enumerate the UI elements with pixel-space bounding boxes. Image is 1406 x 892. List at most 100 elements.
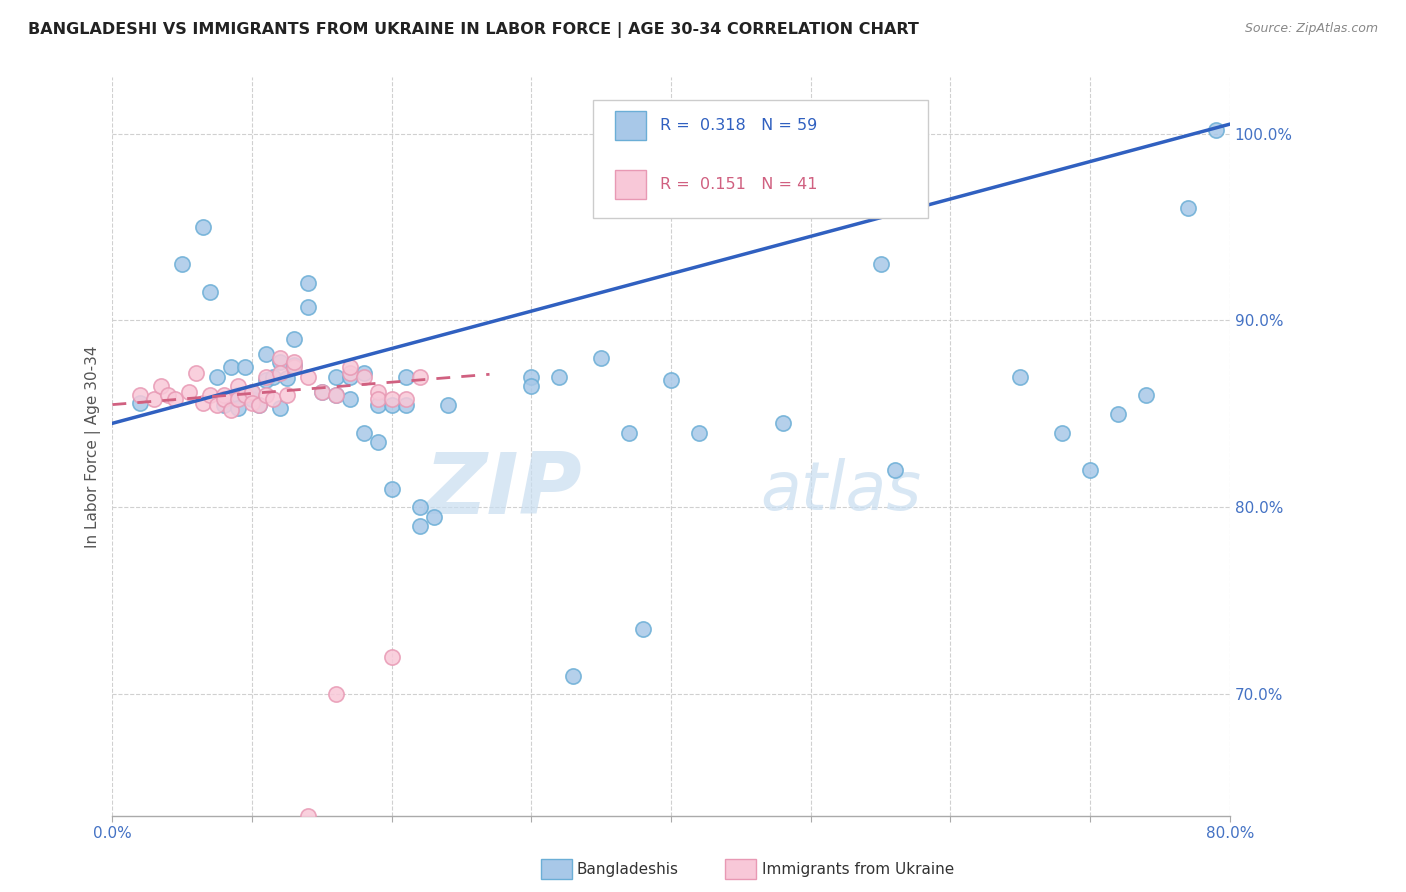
Point <box>254 347 277 361</box>
Point <box>1205 123 1227 137</box>
Point <box>247 398 270 412</box>
Point <box>297 276 319 290</box>
Point <box>198 388 221 402</box>
Y-axis label: In Labor Force | Age 30-34: In Labor Force | Age 30-34 <box>86 345 101 548</box>
Point <box>325 687 347 701</box>
Point <box>297 809 319 823</box>
Point <box>198 285 221 300</box>
Point <box>233 388 256 402</box>
Point <box>408 519 430 533</box>
Point <box>381 392 404 406</box>
Point <box>422 509 444 524</box>
Point <box>772 417 794 431</box>
Point <box>339 392 361 406</box>
Point <box>193 219 215 234</box>
Point <box>1050 425 1073 440</box>
Point <box>205 369 228 384</box>
Point <box>269 401 291 416</box>
Point <box>367 398 389 412</box>
Point <box>562 668 585 682</box>
Point <box>129 388 152 402</box>
Point <box>226 388 249 402</box>
Point <box>1078 463 1101 477</box>
Point <box>408 369 430 384</box>
Point <box>186 366 208 380</box>
Point <box>339 360 361 375</box>
Point <box>520 369 543 384</box>
Bar <box>616 169 647 199</box>
Point <box>395 369 418 384</box>
Point <box>381 650 404 665</box>
Point <box>353 369 375 384</box>
Point <box>1177 202 1199 216</box>
Point <box>395 398 418 412</box>
Point <box>367 384 389 399</box>
Point <box>339 369 361 384</box>
Point <box>1107 407 1129 421</box>
Point <box>226 379 249 393</box>
Text: R =  0.318   N = 59: R = 0.318 N = 59 <box>659 118 817 133</box>
Point <box>1010 369 1032 384</box>
Point <box>212 398 235 412</box>
Bar <box>616 111 647 140</box>
Point <box>283 359 305 373</box>
Point <box>297 369 319 384</box>
Text: Bangladeshis: Bangladeshis <box>576 863 679 877</box>
Point <box>325 388 347 402</box>
Point <box>240 392 263 406</box>
Point <box>226 401 249 416</box>
Point <box>408 500 430 515</box>
Point <box>297 301 319 315</box>
Point <box>283 332 305 346</box>
Point <box>395 392 418 406</box>
Point <box>381 482 404 496</box>
Point <box>179 384 201 399</box>
Point <box>219 360 242 375</box>
Point <box>325 369 347 384</box>
Point <box>219 403 242 417</box>
Point <box>172 257 194 271</box>
Point <box>283 354 305 368</box>
Point <box>591 351 613 365</box>
Point <box>233 360 256 375</box>
Point <box>339 366 361 380</box>
Point <box>883 463 905 477</box>
Point <box>165 392 187 406</box>
Point <box>157 388 180 402</box>
Point <box>869 257 891 271</box>
Point <box>143 392 166 406</box>
Point <box>283 360 305 375</box>
Point <box>688 425 710 440</box>
Point <box>367 392 389 406</box>
Point <box>240 384 263 399</box>
Point <box>659 373 682 387</box>
Point <box>150 379 173 393</box>
Point <box>311 384 333 399</box>
Point <box>520 379 543 393</box>
Point <box>548 369 571 384</box>
FancyBboxPatch shape <box>593 100 928 218</box>
Point <box>254 373 277 387</box>
Point <box>247 398 270 412</box>
Point <box>269 366 291 380</box>
Text: ZIP: ZIP <box>425 450 582 533</box>
Point <box>276 388 298 402</box>
Point <box>129 395 152 409</box>
Point <box>240 395 263 409</box>
Point <box>353 366 375 380</box>
Point <box>226 392 249 406</box>
Text: BANGLADESHI VS IMMIGRANTS FROM UKRAINE IN LABOR FORCE | AGE 30-34 CORRELATION CH: BANGLADESHI VS IMMIGRANTS FROM UKRAINE I… <box>28 22 920 38</box>
Point <box>325 388 347 402</box>
Point <box>193 395 215 409</box>
Point <box>262 369 284 384</box>
Text: R =  0.151   N = 41: R = 0.151 N = 41 <box>659 177 817 192</box>
Point <box>276 371 298 385</box>
Point <box>631 622 654 636</box>
Point <box>311 384 333 399</box>
Point <box>254 369 277 384</box>
Text: atlas: atlas <box>761 458 921 524</box>
Point <box>381 398 404 412</box>
Point <box>240 384 263 399</box>
Text: Immigrants from Ukraine: Immigrants from Ukraine <box>762 863 955 877</box>
Point <box>353 425 375 440</box>
